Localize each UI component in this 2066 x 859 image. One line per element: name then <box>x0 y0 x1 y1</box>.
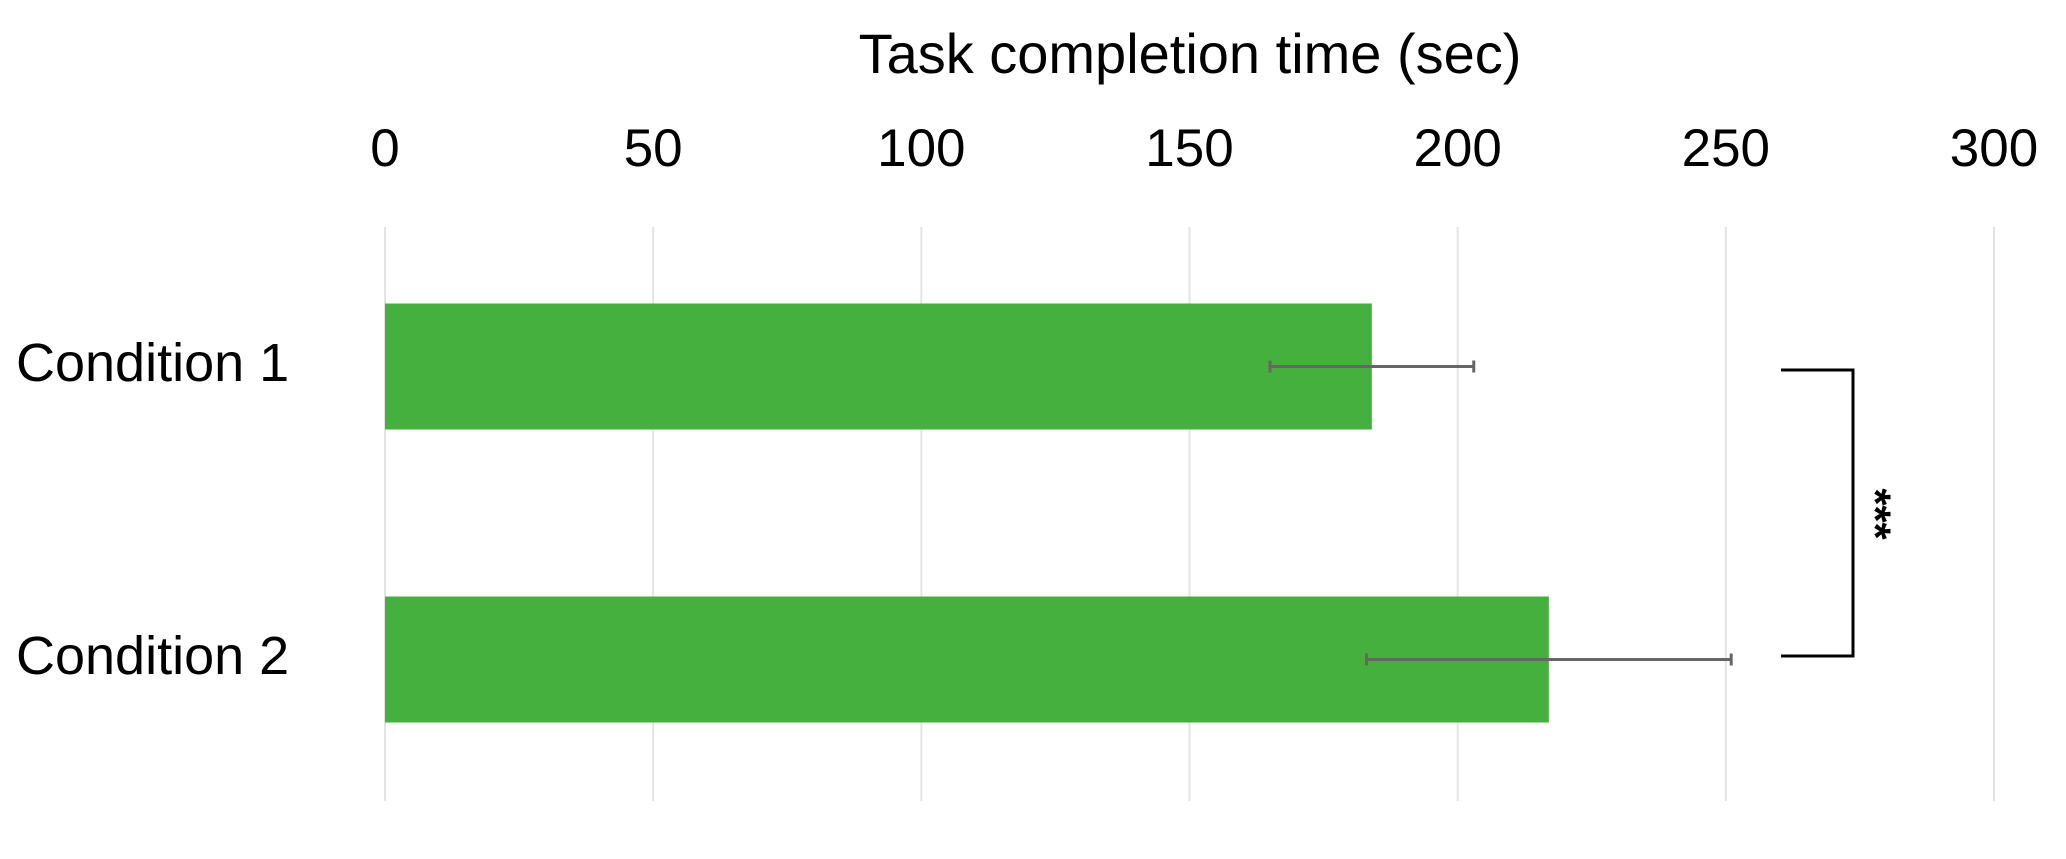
x-tick-label: 100 <box>877 119 965 178</box>
axis-title: Task completion time (sec) <box>859 22 1522 85</box>
bar <box>385 596 1549 723</box>
x-tick-label: 50 <box>624 119 683 178</box>
bar <box>385 303 1372 430</box>
y-tick-label: Condition 2 <box>16 626 289 686</box>
x-tick-label: 250 <box>1682 119 1770 178</box>
y-tick-label: Condition 1 <box>16 333 289 393</box>
error-bar <box>1268 360 1476 373</box>
error-bar <box>1364 653 1733 666</box>
x-tick-label: 0 <box>370 119 399 178</box>
bars <box>385 303 1733 723</box>
significance-label: *** <box>1850 488 1899 540</box>
x-tick-label: 300 <box>1950 119 2038 178</box>
significance-bracket <box>1781 368 1855 658</box>
x-tick-label: 150 <box>1145 119 1233 178</box>
x-tick-label: 200 <box>1413 119 1501 178</box>
